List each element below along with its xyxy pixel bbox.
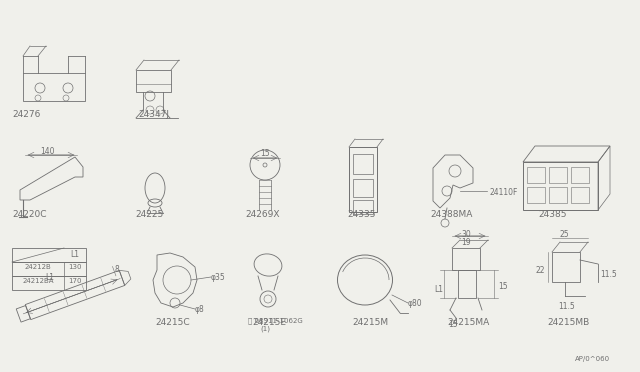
- Bar: [23, 73, 85, 101]
- Text: 24385: 24385: [538, 210, 566, 219]
- Text: L1: L1: [45, 273, 54, 282]
- Bar: [12, 262, 86, 276]
- Text: 24215MB: 24215MB: [547, 318, 589, 327]
- Text: 22: 22: [536, 266, 545, 275]
- Bar: [353, 179, 373, 197]
- Text: 11.5: 11.5: [558, 302, 575, 311]
- Text: 170: 170: [68, 278, 82, 284]
- Bar: [452, 248, 480, 270]
- Bar: [353, 154, 373, 174]
- Text: AP/0^060: AP/0^060: [575, 356, 610, 362]
- Text: 24335: 24335: [347, 210, 376, 219]
- Bar: [571, 187, 589, 203]
- Text: 15: 15: [498, 282, 508, 291]
- Text: 24215E: 24215E: [252, 318, 286, 327]
- Text: 19: 19: [461, 238, 471, 247]
- Text: 140: 140: [40, 147, 54, 156]
- Bar: [353, 200, 373, 214]
- Text: (1): (1): [260, 325, 270, 331]
- Text: 24215M: 24215M: [352, 318, 388, 327]
- Text: 24269X: 24269X: [245, 210, 280, 219]
- Text: 24388MA: 24388MA: [430, 210, 472, 219]
- Text: 15: 15: [260, 149, 270, 158]
- Bar: [12, 276, 86, 290]
- Text: 24276: 24276: [12, 110, 40, 119]
- Text: L1: L1: [434, 285, 443, 294]
- Text: L1: L1: [70, 250, 79, 259]
- Bar: [136, 70, 171, 92]
- Bar: [549, 167, 567, 183]
- Text: φ35: φ35: [211, 273, 226, 282]
- Text: 24212BA: 24212BA: [22, 278, 54, 284]
- Text: 130: 130: [68, 264, 82, 270]
- Text: 25: 25: [559, 230, 569, 239]
- Text: 24110F: 24110F: [489, 188, 517, 197]
- Bar: [12, 248, 86, 262]
- Text: 24212B: 24212B: [24, 264, 51, 270]
- Text: 11.5: 11.5: [600, 270, 617, 279]
- Bar: [527, 187, 545, 203]
- Text: 24215MA: 24215MA: [447, 318, 489, 327]
- Bar: [571, 167, 589, 183]
- Text: 24215C: 24215C: [155, 318, 189, 327]
- Text: 30: 30: [461, 230, 471, 239]
- Text: 24220C: 24220C: [12, 210, 47, 219]
- Text: φ80: φ80: [408, 299, 422, 308]
- Bar: [549, 187, 567, 203]
- Text: Ⓝ 08911-1062G: Ⓝ 08911-1062G: [248, 317, 303, 324]
- Bar: [349, 147, 377, 212]
- Text: 24347J: 24347J: [138, 110, 169, 119]
- Bar: [552, 252, 580, 282]
- Text: 15: 15: [448, 320, 458, 329]
- Text: φ8: φ8: [195, 305, 205, 314]
- Text: 24225: 24225: [135, 210, 163, 219]
- Bar: [458, 270, 476, 298]
- Bar: [523, 162, 598, 210]
- Text: 8: 8: [115, 266, 119, 275]
- Bar: [527, 167, 545, 183]
